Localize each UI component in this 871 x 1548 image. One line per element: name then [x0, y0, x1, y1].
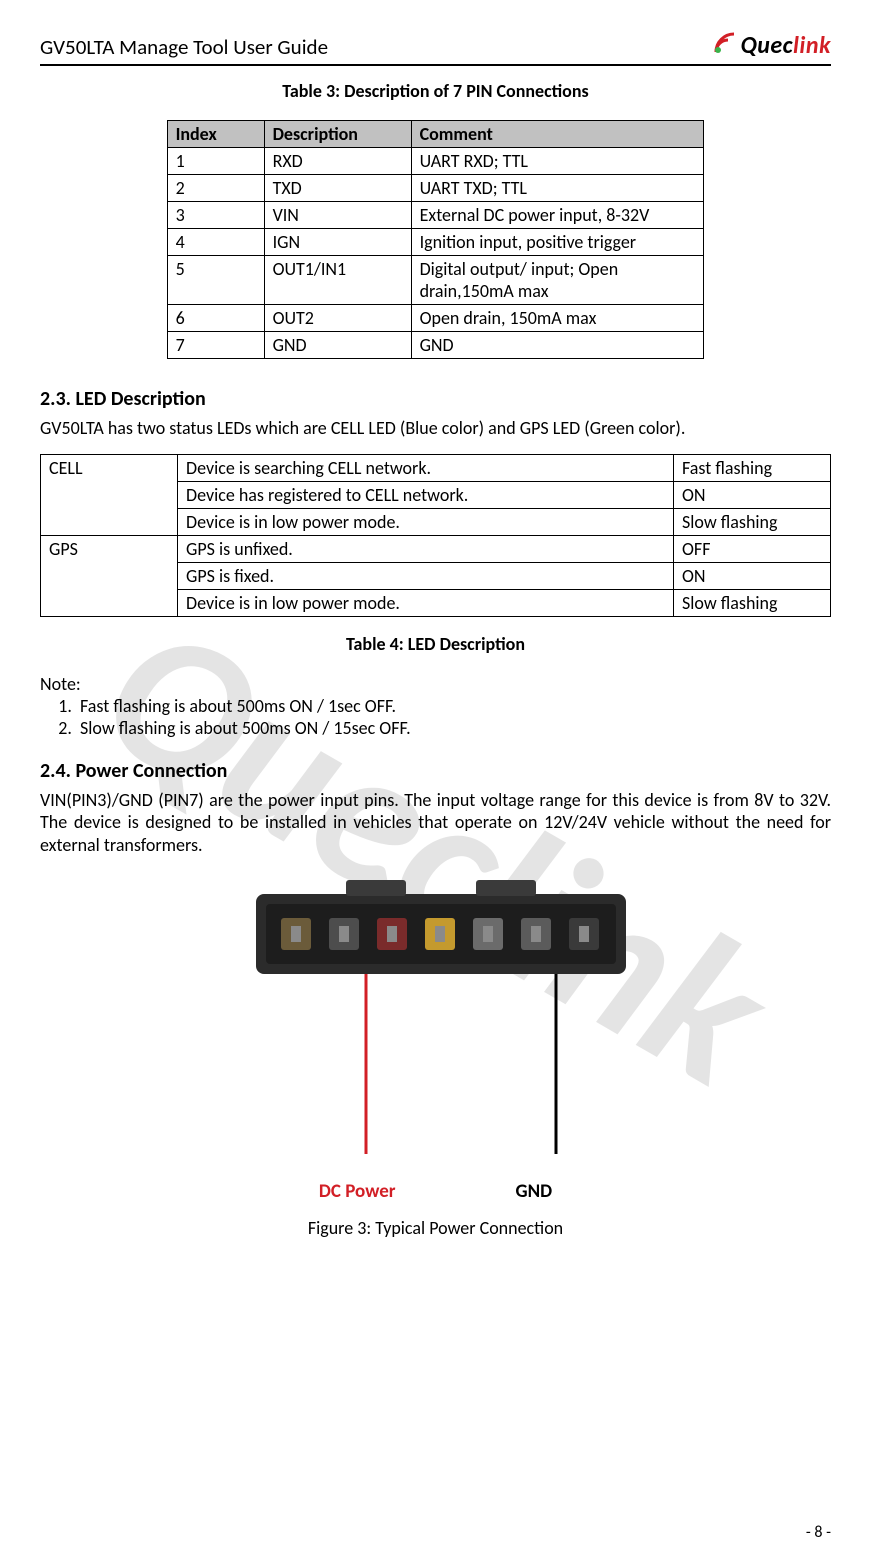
led-status-cell: Fast flashing [674, 454, 831, 481]
table-row: 4IGNIgnition input, positive trigger [167, 229, 704, 256]
led-status-cell: OFF [674, 535, 831, 562]
table-cell: 4 [167, 229, 264, 256]
table-cell: 1 [167, 148, 264, 175]
led-description-table: CELLDevice is searching CELL network.Fas… [40, 454, 831, 617]
table-cell: IGN [264, 229, 411, 256]
logo-signal-icon [712, 30, 738, 56]
note-item: Fast flashing is about 500ms ON / 1sec O… [76, 695, 831, 717]
led-state-cell: Device is in low power mode. [178, 508, 674, 535]
table4-caption: Table 4: LED Description [40, 633, 831, 655]
table3-caption: Table 3: Description of 7 PIN Connection… [40, 80, 831, 102]
page-number: - 8 - [806, 1523, 831, 1542]
led-status-cell: ON [674, 481, 831, 508]
led-state-cell: Device is searching CELL network. [178, 454, 674, 481]
section-2-4-body: VIN(PIN3)/GND (PIN7) are the power input… [40, 789, 831, 857]
note-item: Slow flashing is about 500ms ON / 15sec … [76, 717, 831, 739]
dc-power-label: DC Power [319, 1180, 396, 1203]
led-name-cell: GPS [41, 535, 178, 616]
figure-3: DC Power GND Figure 3: Typical Power Con… [40, 874, 831, 1239]
led-state-cell: Device has registered to CELL network. [178, 481, 674, 508]
led-state-cell: Device is in low power mode. [178, 589, 674, 616]
gnd-label: GND [516, 1180, 553, 1203]
led-status-cell: Slow flashing [674, 508, 831, 535]
table3-header-comment: Comment [411, 121, 704, 148]
table-cell: 5 [167, 256, 264, 305]
table-cell: TXD [264, 175, 411, 202]
table-row: 7GNDGND [167, 332, 704, 359]
led-state-cell: GPS is fixed. [178, 562, 674, 589]
table-cell: OUT1/IN1 [264, 256, 411, 305]
pin-connections-table: Index Description Comment 1RXDUART RXD; … [167, 120, 705, 359]
led-name-cell: CELL [41, 454, 178, 535]
table-cell: RXD [264, 148, 411, 175]
notes-title: Note: [40, 673, 831, 695]
table-cell: Open drain, 150mA max [411, 305, 704, 332]
table3-header-index: Index [167, 121, 264, 148]
table-row: CELLDevice is searching CELL network.Fas… [41, 454, 831, 481]
table-cell: VIN [264, 202, 411, 229]
section-2-3-heading: 2.3. LED Description [40, 387, 831, 411]
logo-text-red: link [793, 31, 831, 60]
table-row: 3VINExternal DC power input, 8-32V [167, 202, 704, 229]
led-state-cell: GPS is unfixed. [178, 535, 674, 562]
power-connector-diagram [176, 874, 696, 1174]
doc-title: GV50LTA Manage Tool User Guide [40, 34, 328, 60]
header-divider [40, 64, 831, 66]
table-cell: UART RXD; TTL [411, 148, 704, 175]
table-cell: GND [411, 332, 704, 359]
table3-header-description: Description [264, 121, 411, 148]
table-cell: UART TXD; TTL [411, 175, 704, 202]
queclink-logo: Queclink [712, 30, 831, 60]
table-cell: 3 [167, 202, 264, 229]
table-cell: 7 [167, 332, 264, 359]
section-2-4-heading: 2.4. Power Connection [40, 759, 831, 783]
led-status-cell: Slow flashing [674, 589, 831, 616]
table-cell: 2 [167, 175, 264, 202]
page-header: GV50LTA Manage Tool User Guide Queclink [40, 30, 831, 62]
table-cell: 6 [167, 305, 264, 332]
section-2-3-intro: GV50LTA has two status LEDs which are CE… [40, 417, 831, 440]
table-row: 1RXDUART RXD; TTL [167, 148, 704, 175]
table-row: 5OUT1/IN1Digital output/ input; Open dra… [167, 256, 704, 305]
table-cell: GND [264, 332, 411, 359]
table-cell: Digital output/ input; Open drain,150mA … [411, 256, 704, 305]
logo-text: Queclink [740, 31, 831, 60]
led-status-cell: ON [674, 562, 831, 589]
figure-3-caption: Figure 3: Typical Power Connection [40, 1217, 831, 1239]
table-cell: External DC power input, 8-32V [411, 202, 704, 229]
notes-block: Note: Fast flashing is about 500ms ON / … [40, 673, 831, 739]
logo-text-black: Quec [740, 31, 793, 60]
table-row: GPSGPS is unfixed.OFF [41, 535, 831, 562]
table-cell: OUT2 [264, 305, 411, 332]
table-row: 6OUT2Open drain, 150mA max [167, 305, 704, 332]
table-cell: Ignition input, positive trigger [411, 229, 704, 256]
table-row: 2TXDUART TXD; TTL [167, 175, 704, 202]
